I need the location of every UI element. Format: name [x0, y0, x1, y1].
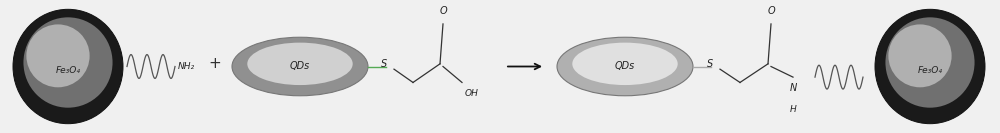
Text: OH: OH: [465, 89, 479, 98]
Text: QDs: QDs: [615, 61, 635, 72]
Ellipse shape: [23, 17, 113, 108]
Text: NH₂: NH₂: [178, 62, 195, 71]
Text: N: N: [789, 83, 797, 93]
Text: Fe₃O₄: Fe₃O₄: [56, 66, 80, 75]
Text: O: O: [767, 6, 775, 16]
Ellipse shape: [557, 37, 693, 96]
Ellipse shape: [247, 43, 353, 85]
Text: Fe₃O₄: Fe₃O₄: [918, 66, 942, 75]
Ellipse shape: [26, 24, 90, 87]
Text: QDs: QDs: [290, 61, 310, 72]
Text: S: S: [707, 59, 713, 69]
Ellipse shape: [572, 43, 678, 85]
Text: O: O: [439, 6, 447, 16]
Ellipse shape: [885, 17, 975, 108]
Text: +: +: [209, 56, 221, 71]
Ellipse shape: [875, 9, 985, 124]
Ellipse shape: [888, 24, 952, 87]
Ellipse shape: [232, 37, 368, 96]
Text: S: S: [381, 59, 387, 69]
Ellipse shape: [13, 9, 123, 124]
Text: H: H: [790, 105, 796, 114]
